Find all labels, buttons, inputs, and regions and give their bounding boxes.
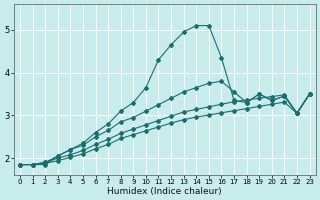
X-axis label: Humidex (Indice chaleur): Humidex (Indice chaleur)	[108, 187, 222, 196]
